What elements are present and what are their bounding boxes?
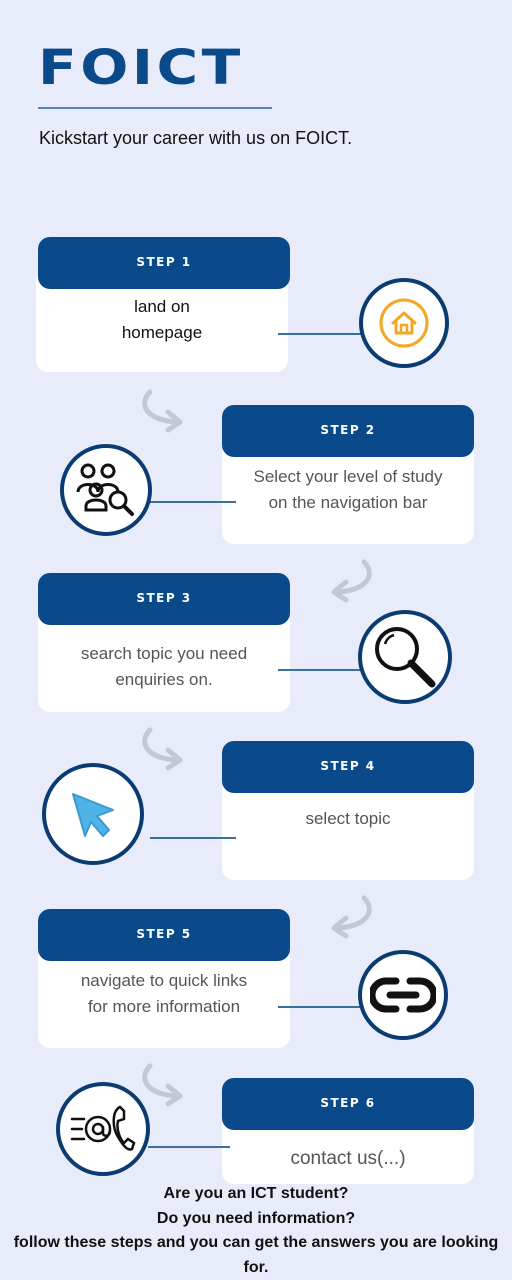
email-phone-icon [70, 1105, 136, 1151]
step-5-text: navigate to quick links for more informa… [80, 971, 248, 1016]
step-2-card [222, 440, 474, 544]
step-3-card [38, 608, 290, 712]
curved-arrow-right [134, 1062, 194, 1110]
step-3-connector [278, 669, 362, 671]
step-1-header: STEP 1 [38, 237, 290, 289]
step-2-connector [150, 501, 236, 503]
curved-arrow-right [134, 388, 194, 436]
step-4-text: select topic [305, 809, 391, 828]
step-6-connector [148, 1146, 230, 1148]
home-icon [379, 298, 429, 348]
step-1-text: land on homepage [121, 297, 203, 342]
curved-arrow-right [134, 726, 194, 774]
step-5-icon-circle [358, 950, 448, 1040]
step-2-text: Select your level of study on the naviga… [253, 467, 443, 512]
step-4-icon-circle [42, 763, 144, 865]
step-6-text: contact us(...) [290, 1148, 406, 1169]
step-3-text: search topic you need enquiries on. [80, 644, 248, 689]
curved-arrow-left [320, 894, 380, 942]
step-1-icon-circle [359, 278, 449, 368]
step-4-header: STEP 4 [222, 741, 474, 793]
brand-title: FOICT [38, 40, 244, 96]
magnifier-icon [375, 627, 436, 688]
title-divider [38, 107, 272, 109]
step-5-card [38, 944, 290, 1048]
curved-arrow-left [320, 558, 380, 606]
users-search-icon [76, 463, 134, 516]
footer-text: Are you an ICT student? Do you need info… [13, 1185, 499, 1276]
step-5-header: STEP 5 [38, 909, 290, 961]
step-4-connector [150, 837, 236, 839]
link-icon [370, 977, 436, 1013]
step-6-header: STEP 6 [222, 1078, 474, 1130]
step-3-icon-circle [358, 610, 452, 704]
step-1-connector [278, 333, 362, 335]
cursor-icon [72, 793, 114, 837]
step-6-icon-circle [56, 1082, 150, 1176]
step-2-header: STEP 2 [222, 405, 474, 457]
step-2-icon-circle [60, 444, 152, 536]
step-3-header: STEP 3 [38, 573, 290, 625]
tagline: Kickstart your career with us on FOICT. [39, 128, 353, 148]
step-4-card [222, 776, 474, 880]
step-5-connector [278, 1006, 362, 1008]
